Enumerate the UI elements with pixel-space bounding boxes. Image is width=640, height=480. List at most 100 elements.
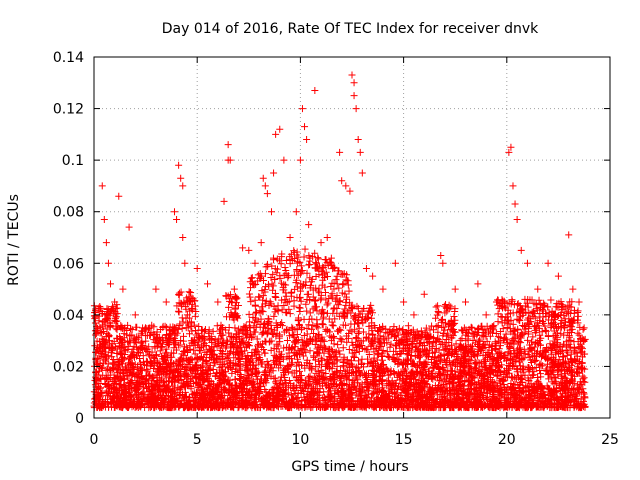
y-tick-label: 0.02 (53, 359, 84, 375)
y-tick-label: 0.06 (53, 256, 84, 272)
data-point (156, 337, 164, 345)
data-point (115, 192, 123, 200)
data-point (107, 280, 115, 288)
data-point (451, 285, 459, 293)
data-point (569, 285, 577, 293)
data-point (220, 197, 228, 205)
x-tick-label: 0 (90, 432, 99, 448)
data-point (102, 239, 110, 247)
y-tick-label: 0.14 (53, 50, 84, 66)
data-point (170, 208, 178, 216)
data-point (439, 259, 447, 267)
y-tick-label: 0.12 (53, 102, 84, 118)
data-point (342, 182, 350, 190)
data-point (350, 79, 358, 87)
data-point (177, 174, 185, 182)
data-point (369, 272, 377, 280)
data-point (303, 136, 311, 144)
axes: 0 0.02 0.04 0.06 0.08 0.1 0.12 0.14 0 5 10 15 20 25 (53, 50, 619, 448)
data-point (362, 264, 370, 272)
data-point (131, 311, 139, 319)
data-point (152, 285, 160, 293)
chart-title: Day 014 of 2016, Rate Of TEC Index for r… (162, 21, 539, 37)
data-point (100, 215, 108, 223)
data-point (305, 221, 313, 229)
y-tick-label: 0.1 (62, 153, 84, 169)
data-point (354, 136, 362, 144)
data-point (513, 215, 521, 223)
data-point (534, 285, 542, 293)
data-point (410, 311, 418, 319)
data-point (579, 337, 587, 345)
data-point (507, 143, 515, 151)
x-tick-label: 5 (193, 432, 202, 448)
data-point (379, 285, 387, 293)
data-point (179, 234, 187, 241)
data-point (420, 290, 428, 298)
data-point (400, 298, 408, 306)
data-point (509, 182, 517, 190)
data-point (575, 298, 583, 306)
data-point (251, 259, 259, 267)
data-point (214, 298, 222, 306)
x-tick-label: 15 (395, 432, 413, 448)
data-point (565, 231, 573, 239)
data-point (462, 298, 470, 306)
data-point (492, 298, 500, 306)
data-point (280, 156, 288, 164)
data-point (162, 298, 170, 306)
data-point (226, 156, 234, 164)
data-point (142, 324, 150, 332)
data-point (230, 285, 238, 293)
data-point (523, 259, 531, 267)
data-point (346, 187, 354, 195)
y-axis-label: ROTI / TECUs (6, 194, 22, 286)
plot-frame (93, 56, 611, 419)
data-point (263, 190, 271, 198)
data-point (224, 141, 232, 149)
y-tick-label: 0.08 (53, 205, 84, 221)
data-point (517, 246, 525, 254)
data-point (391, 259, 399, 267)
data-point (296, 156, 304, 164)
data-point (239, 244, 247, 252)
data-point (268, 208, 276, 216)
data-point (185, 293, 193, 301)
data-point (336, 148, 344, 156)
data-points (90, 71, 589, 412)
data-point (327, 254, 335, 262)
y-tick-label: 0.04 (53, 308, 84, 324)
data-point (111, 298, 119, 306)
data-point (348, 71, 356, 79)
data-point (350, 92, 358, 100)
data-point (356, 148, 364, 156)
data-point (98, 182, 106, 190)
data-point (272, 130, 280, 138)
data-point (259, 174, 267, 182)
data-point (352, 105, 360, 113)
data-point (301, 123, 309, 131)
data-point (298, 105, 306, 113)
data-point (311, 87, 319, 95)
data-point (204, 280, 212, 288)
data-point (286, 234, 294, 241)
data-point (276, 125, 284, 133)
data-point (323, 234, 331, 241)
data-point (179, 182, 187, 190)
dense-noise-band (90, 245, 589, 412)
data-point (511, 200, 519, 208)
data-point (358, 169, 366, 177)
data-point (181, 259, 189, 267)
data-point (104, 259, 112, 267)
data-point (257, 239, 265, 247)
data-point (544, 259, 552, 267)
data-point (554, 272, 562, 280)
x-tick-label: 25 (601, 432, 619, 448)
data-point (292, 208, 300, 216)
data-point (119, 285, 127, 293)
data-point (245, 246, 253, 254)
data-point (261, 182, 269, 190)
data-point (474, 280, 482, 288)
x-tick-label: 20 (498, 432, 516, 448)
